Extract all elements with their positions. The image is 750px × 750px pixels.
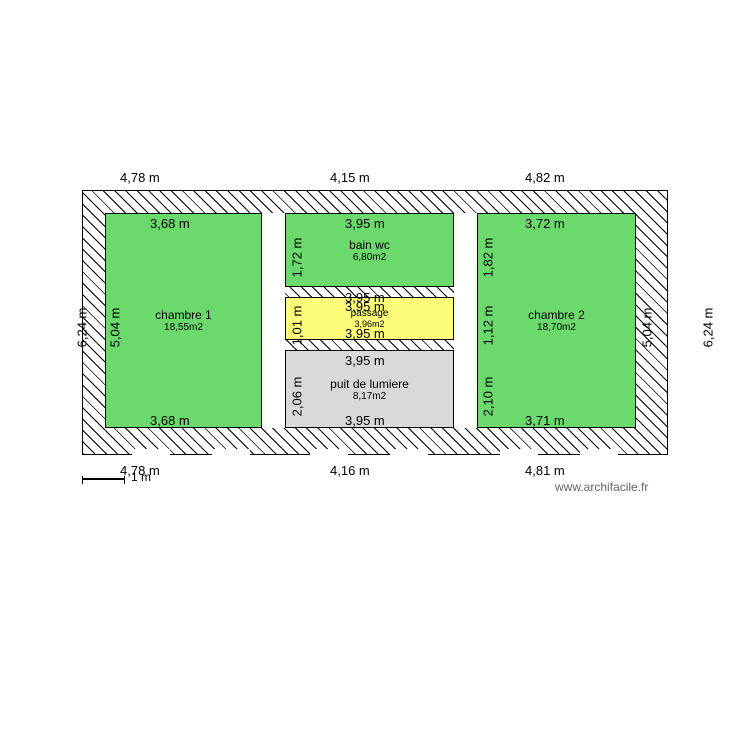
room-area: 8,17m2	[353, 391, 386, 402]
room-area: 6,80m2	[353, 252, 386, 263]
dimension-label: 4,16 m	[330, 463, 370, 478]
dimension-label: 3,95 m	[345, 216, 385, 231]
dimension-label: 4,15 m	[330, 170, 370, 185]
dimension-label: 4,78 m	[120, 170, 160, 185]
dimension-label: 1,72 m	[289, 238, 304, 278]
scale-label: 1 m	[131, 470, 151, 484]
dimension-label: 3,95 m	[345, 413, 385, 428]
room-label: chambre 2	[528, 308, 585, 322]
dimension-label: 5,04 m	[639, 308, 654, 348]
dimension-label: 1,01 m	[289, 306, 304, 346]
dimension-label: 2,10 m	[480, 377, 495, 417]
room-label: puit de lumiere	[330, 377, 409, 391]
dimension-label: 4,82 m	[525, 170, 565, 185]
wall-opening	[262, 213, 285, 428]
wall-opening	[212, 449, 250, 456]
wall-opening	[500, 449, 538, 456]
dimension-label: 3,68 m	[150, 216, 190, 231]
wall-opening	[310, 449, 348, 456]
dimension-label: 1,82 m	[480, 238, 495, 278]
wall-opening	[132, 449, 170, 456]
room-label: chambre 1	[155, 308, 212, 322]
dimension-label: 3,72 m	[525, 216, 565, 231]
room-area: 18,70m2	[537, 322, 576, 333]
room-area: 18,55m2	[164, 322, 203, 333]
dimension-label: 5,04 m	[107, 308, 122, 348]
dimension-label: 2,06 m	[289, 377, 304, 417]
room-chambre-1: chambre 1 18,55m2	[105, 213, 262, 428]
dimension-label: 3,95 m	[345, 353, 385, 368]
wall-opening	[390, 449, 428, 456]
scale-bar	[82, 478, 125, 480]
watermark: www.archifacile.fr	[555, 480, 648, 494]
dimension-label: 4,81 m	[525, 463, 565, 478]
dimension-label: 6,24 m	[74, 308, 89, 348]
dimension-label: 1,12 m	[480, 306, 495, 346]
dimension-label: 6,24 m	[700, 308, 715, 348]
dimension-label: 3,95 m	[345, 299, 385, 314]
room-chambre-2: chambre 2 18,70m2	[477, 213, 636, 428]
wall-opening	[580, 449, 618, 456]
room-label: bain wc	[349, 238, 390, 252]
dimension-label: 3,95 m	[345, 326, 385, 341]
dimension-label: 3,71 m	[525, 413, 565, 428]
dimension-label: 3,68 m	[150, 413, 190, 428]
wall-opening	[454, 213, 477, 428]
